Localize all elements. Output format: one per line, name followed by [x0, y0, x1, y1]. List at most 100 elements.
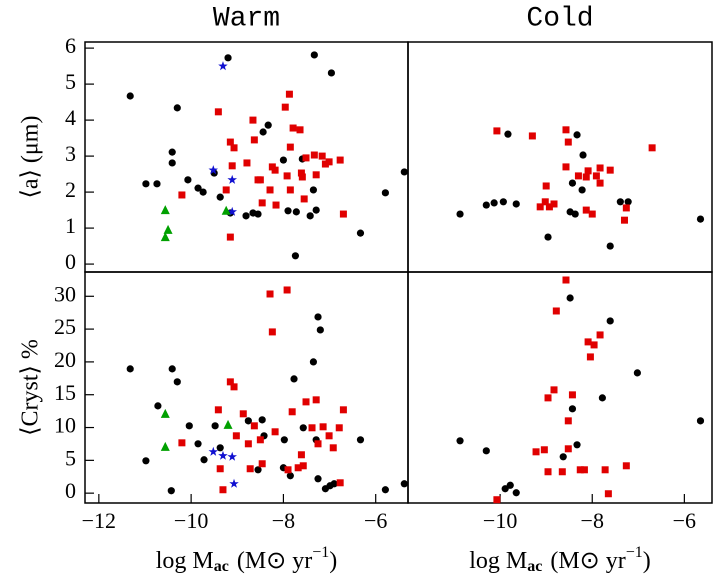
point: [499, 198, 507, 206]
plot-frame: [84, 41, 409, 273]
point: [696, 215, 705, 223]
point: [564, 138, 572, 146]
point: [302, 154, 310, 162]
point: [512, 489, 520, 497]
point: [211, 422, 219, 430]
point: [573, 441, 581, 449]
point: [173, 378, 181, 386]
point: [321, 160, 329, 168]
point: [194, 440, 202, 448]
point: [325, 158, 333, 166]
point: [592, 172, 600, 180]
point: [266, 290, 274, 298]
point: [566, 294, 574, 302]
point: [230, 383, 238, 391]
point: [264, 121, 272, 129]
point: [249, 116, 257, 124]
point: [214, 406, 222, 414]
point: [312, 396, 320, 404]
point: [310, 51, 318, 59]
point: [381, 486, 389, 494]
point: [229, 478, 239, 488]
point: [291, 252, 300, 260]
y-tick-label: 25: [54, 314, 76, 339]
point: [272, 201, 280, 209]
point: [306, 212, 314, 220]
point: [696, 417, 705, 425]
point: [216, 465, 224, 473]
point: [289, 124, 297, 132]
point: [194, 184, 202, 192]
point: [244, 440, 252, 448]
point: [590, 341, 598, 349]
point: [544, 394, 552, 402]
point: [283, 286, 291, 294]
y-tick-label: 1: [65, 213, 76, 238]
point: [126, 92, 134, 100]
point: [596, 331, 604, 339]
x-tick-label: −8: [581, 508, 604, 533]
x-label-close: ): [643, 548, 651, 574]
point: [208, 165, 218, 175]
point: [279, 156, 288, 164]
point: [281, 103, 289, 111]
point: [297, 451, 305, 459]
point: [284, 207, 292, 215]
point: [562, 163, 570, 171]
plot-frame: [407, 271, 713, 504]
point: [318, 152, 326, 160]
point: [297, 169, 305, 177]
x-tick-label: −8: [272, 508, 295, 533]
x-label-text: log M: [156, 548, 214, 574]
x-label-unit: (M⊙ yr: [550, 548, 625, 574]
point: [243, 159, 251, 167]
point: [330, 480, 338, 488]
point: [227, 206, 237, 216]
point: [501, 485, 509, 493]
x-label-unit: (M⊙ yr: [237, 548, 312, 574]
point: [335, 424, 343, 432]
point: [624, 198, 632, 206]
point: [536, 203, 544, 211]
y-tick-label: 0: [65, 249, 76, 274]
point: [160, 408, 170, 418]
point: [168, 148, 176, 156]
y-axis-label: ⟨a⟩ (μm): [18, 116, 44, 199]
point: [168, 159, 176, 167]
point: [230, 144, 238, 152]
point: [228, 162, 236, 170]
point: [214, 108, 222, 116]
point: [290, 375, 298, 383]
point: [606, 242, 614, 250]
point: [493, 127, 501, 135]
point: [299, 462, 307, 470]
point: [586, 353, 594, 361]
point: [312, 171, 320, 179]
y-tick-label: 3: [65, 141, 76, 166]
point: [541, 198, 549, 206]
point: [254, 466, 262, 474]
y-tick-label: 5: [65, 69, 76, 94]
point: [339, 210, 347, 218]
point: [254, 210, 262, 218]
point: [336, 156, 344, 164]
point: [528, 132, 536, 140]
point: [325, 432, 333, 440]
point: [163, 224, 173, 234]
y-tick-label: 30: [54, 281, 76, 306]
point: [224, 54, 232, 62]
point: [218, 61, 228, 71]
point: [242, 212, 250, 220]
y-tick-label: 0: [65, 478, 76, 503]
panel-title: Cold: [526, 3, 593, 34]
point: [601, 466, 609, 474]
point: [596, 164, 604, 172]
point: [200, 456, 208, 464]
point: [239, 410, 247, 418]
x-tick-label: −10: [483, 508, 517, 533]
point: [584, 338, 592, 346]
point: [312, 206, 320, 214]
x-label-close: ): [329, 548, 337, 574]
point: [285, 90, 293, 98]
